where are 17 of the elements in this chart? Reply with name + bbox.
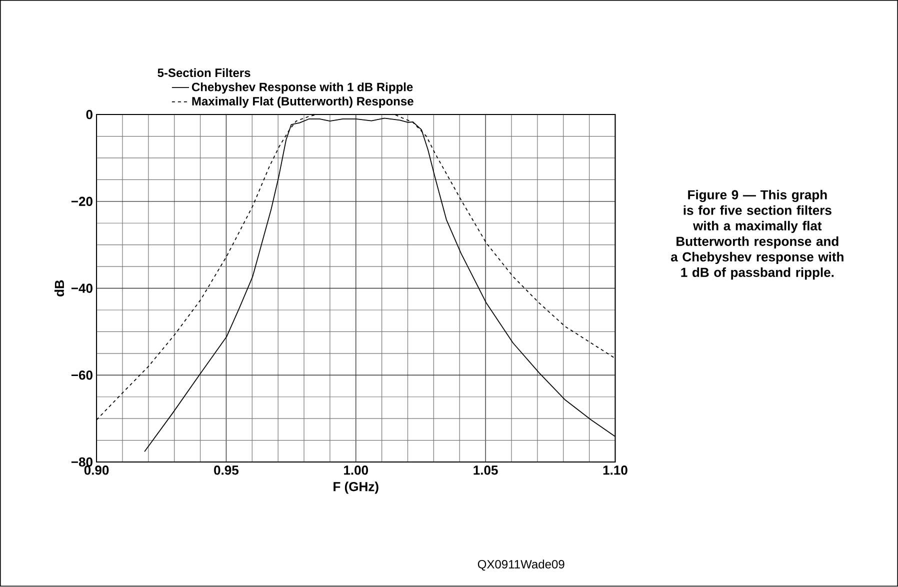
y-axis-title: dB — [54, 280, 64, 297]
x-tick-label: 1.00 — [344, 466, 368, 475]
legend-title: 5-Section Filters — [158, 68, 250, 78]
y-tick-label: 0 — [86, 110, 92, 120]
legend-label: Chebyshev Response with 1 dB Ripple — [192, 82, 413, 94]
caption: Figure 9 — This graph is for five section filters with a maximally flat Butterworth response and a Chebyshev response with 1 dB of passband ripple. — [670, 190, 844, 280]
y-tick-label: −80 — [71, 458, 92, 467]
text: QX0911Wade09 — [478, 560, 564, 571]
x-tick-label: 0.90 — [84, 466, 109, 475]
x-tick-label: 1.05 — [474, 466, 498, 475]
x-tick-label: 1.10 — [603, 466, 628, 475]
x-axis-title: F (GHz) — [334, 482, 378, 494]
y-tick-label: −20 — [71, 197, 92, 206]
y-tick-label: −60 — [71, 370, 92, 380]
y-tick-label: −40 — [71, 284, 92, 294]
x-tick-label: 0.95 — [214, 466, 239, 475]
legend-label: Maximally Flat (Butterworth) Response — [192, 96, 414, 108]
